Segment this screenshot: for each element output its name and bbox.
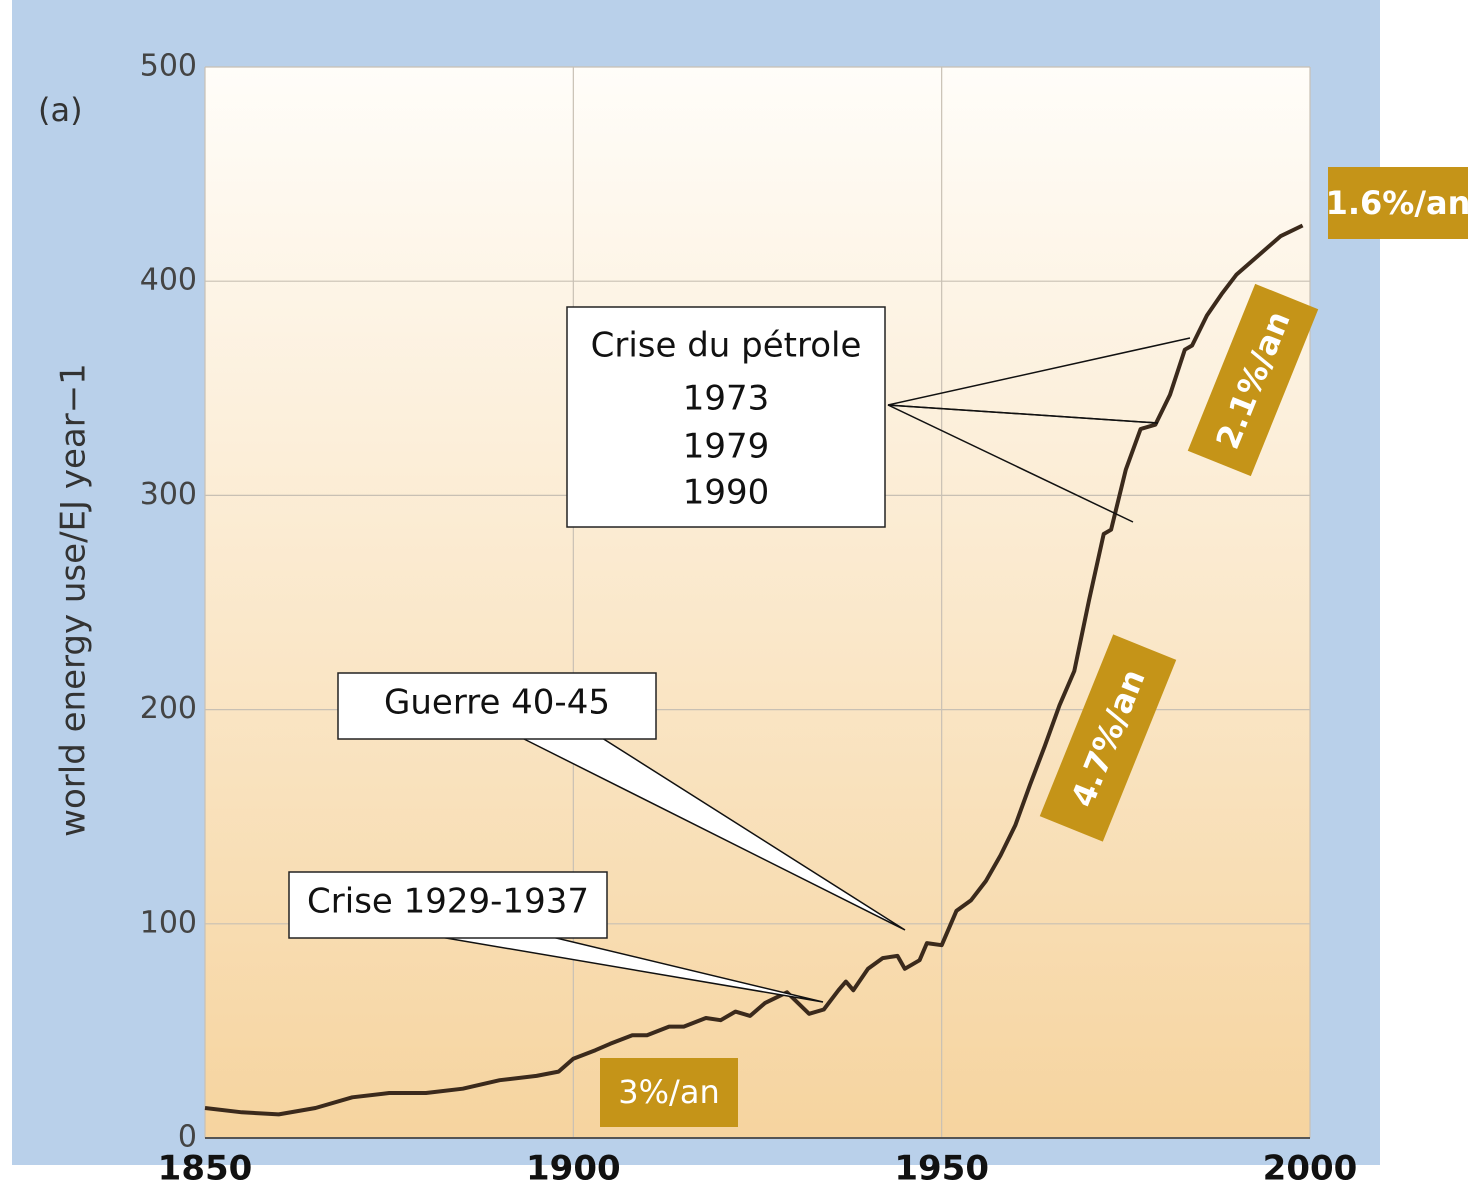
growth-box <box>1187 283 1319 477</box>
x-tick-label: 1900 <box>526 1149 621 1189</box>
y-tick-label: 400 <box>140 263 197 298</box>
annotation: Crise du pétrole <box>591 326 862 366</box>
y-axis-label: world energy use/EJ year−1 <box>54 363 94 837</box>
annotation-box <box>337 672 657 740</box>
growth-box <box>1328 167 1468 239</box>
growth-box <box>1039 634 1177 842</box>
data-line <box>204 223 1304 1117</box>
x-tick-label: 2000 <box>1263 1149 1358 1189</box>
annotation: 1973 <box>683 379 770 419</box>
y-tick-label: 100 <box>140 905 197 940</box>
x-tick-label: 1950 <box>894 1149 989 1189</box>
plot-area <box>205 67 1310 1138</box>
y-tick-label: 200 <box>140 691 197 726</box>
growth-label: 1.6%/an <box>1326 184 1468 222</box>
y-tick-label: 0 <box>178 1120 197 1155</box>
growth-box <box>600 1058 738 1127</box>
callout <box>887 404 1159 424</box>
annotation: Guerre 40-45 <box>384 683 610 723</box>
callout <box>887 404 1134 523</box>
annotation-box <box>566 306 886 528</box>
annotation-box <box>288 871 608 939</box>
annotation: Crise 1929-1937 <box>307 882 589 922</box>
panel-label: (a) <box>38 91 83 129</box>
x-tick-label: 1850 <box>158 1149 253 1189</box>
y-tick-label: 300 <box>140 477 197 512</box>
annotation: 1979 <box>683 427 770 467</box>
y-tick-label: 500 <box>140 49 197 84</box>
annotation: 1990 <box>683 473 770 513</box>
growth-label: 3%/an <box>618 1073 719 1111</box>
